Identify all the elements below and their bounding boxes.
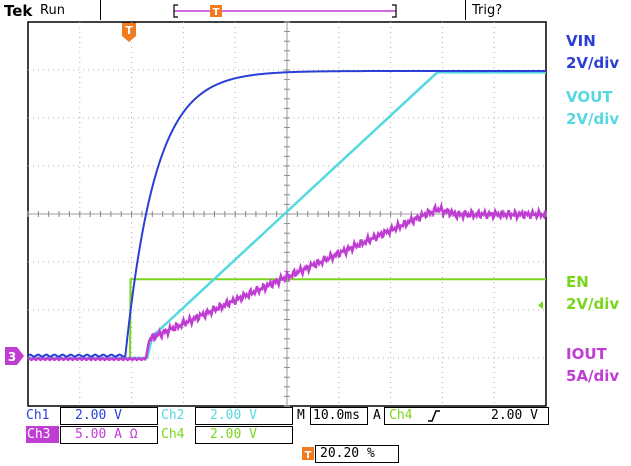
ch1-scale-box[interactable]: 2.00 V [60, 407, 158, 425]
vin-name: VIN [566, 32, 596, 50]
ch1-scale-value: 2.00 V [75, 408, 122, 423]
ch2-scale-box[interactable]: 2.00 V [195, 407, 293, 425]
trigger-mode: A [373, 408, 381, 423]
vout-label: VOUT 2V/div [566, 88, 619, 129]
trigger-marker-glyph: T [125, 24, 133, 37]
trigger-box[interactable]: Ch4 2.00 V [384, 407, 549, 425]
trigger-level: 2.00 V [491, 408, 538, 423]
trigger-position-icon: T [302, 447, 314, 460]
en-name: EN [566, 273, 589, 291]
trigger-position-box[interactable]: 20.20 % [315, 445, 399, 463]
separator [465, 0, 466, 20]
vout-scale: 2V/div [566, 110, 620, 128]
rising-edge-icon [428, 410, 440, 422]
vin-scale: 2V/div [566, 54, 620, 72]
vin-trace [27, 69, 547, 358]
ch3-tag[interactable]: Ch3 [26, 426, 59, 443]
iout-trace [27, 201, 547, 362]
en-label: EN 2V/div [566, 273, 619, 314]
ch3-marker-glyph: 3 [8, 350, 16, 364]
ch3-scale-box[interactable]: 5.00 A Ω [60, 426, 158, 444]
en-scale: 2V/div [566, 295, 620, 313]
ch4-scale-box[interactable]: 2.00 V [195, 426, 293, 444]
status-bar: Tek Run Trig? T [0, 0, 631, 22]
timebase-value: 10.0ms [313, 408, 360, 423]
iout-scale: 5A/div [566, 367, 620, 385]
ch4-tag[interactable]: Ch4 [161, 427, 185, 442]
readout-panel: Ch1 2.00 V Ch2 2.00 V M 10.0ms A Ch4 2.0… [0, 405, 631, 466]
vin-label: VIN 2V/div [566, 32, 619, 73]
trigger-status: Trig? [472, 3, 503, 18]
ch1-tag[interactable]: Ch1 [26, 408, 50, 423]
iout-name: IOUT [566, 345, 607, 363]
trigger-level-arrow [538, 301, 543, 310]
record-position-bar[interactable]: T [170, 2, 400, 20]
trigger-source: Ch4 [389, 408, 413, 423]
ch2-tag[interactable]: Ch2 [161, 408, 185, 423]
ch4-scale-value: 2.00 V [210, 427, 257, 442]
svg-text:T: T [305, 450, 312, 460]
vout-name: VOUT [566, 88, 613, 106]
timebase-box[interactable]: 10.0ms [310, 407, 368, 425]
trigger-position-value: 20.20 % [320, 446, 375, 461]
ch2-scale-value: 2.00 V [210, 408, 257, 423]
separator [100, 0, 101, 20]
svg-text:T: T [213, 7, 220, 18]
acquisition-status: Run [40, 3, 65, 18]
ch3-ground-marker[interactable]: 3 [5, 347, 25, 369]
iout-label: IOUT 5A/div [566, 345, 619, 386]
timebase-label: M [297, 408, 305, 423]
brand-logo: Tek [4, 2, 33, 20]
ch3-scale-value: 5.00 A Ω [75, 427, 138, 442]
trigger-position-marker[interactable]: T [122, 22, 136, 44]
